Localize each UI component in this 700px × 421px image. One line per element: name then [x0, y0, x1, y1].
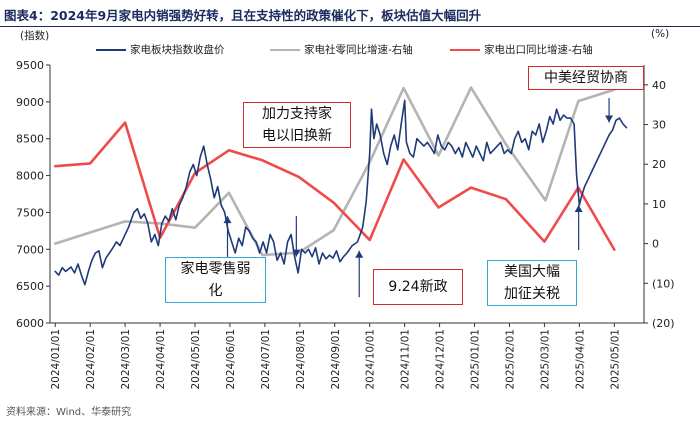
legend-swatch-export [450, 49, 480, 51]
legend-swatch-domestic [270, 49, 300, 51]
legend-swatch-index [96, 49, 126, 51]
annotation-retail-weakening: 家电零售弱 化 [165, 257, 266, 303]
right-axis-unit: (%) [651, 28, 670, 40]
right-tick-label: 30 [652, 119, 666, 132]
series-export-line [53, 121, 616, 251]
x-tick-label: 2024/01/01 [50, 329, 62, 390]
right-tick-label: (10) [652, 277, 675, 290]
left-tick-label: 8000 [16, 170, 44, 183]
left-tick-label: 7500 [16, 206, 44, 219]
left-tick-label: 9500 [16, 59, 44, 72]
annotation-trade-in-subsidy: 加力支持家 电以旧换新 [243, 102, 351, 148]
right-tick-label: 20 [652, 158, 666, 171]
right-tick-label: 10 [652, 198, 666, 211]
x-tick-label: 2024/10/01 [365, 329, 377, 390]
figure-title: 图表4：2024年9月家电内销强势好转，且在支持性的政策催化下，板块估值大幅回升 [4, 8, 482, 23]
left-tick-label: 7000 [16, 243, 44, 256]
arrow-us-tariffs-head [574, 205, 583, 213]
right-tick-label: 40 [652, 79, 666, 92]
x-tick-label: 2024/07/01 [260, 329, 272, 390]
arrow-924-policy-head [355, 250, 364, 258]
series-index-line [54, 99, 628, 286]
annotation-china-us-talks: 中美经贸协商 [528, 66, 644, 90]
x-tick-label: 2025/01/01 [470, 329, 482, 390]
x-tick-label: 2024/06/01 [225, 329, 237, 390]
x-tick-label: 2025/05/01 [609, 329, 621, 390]
legend-label-export: 家电出口同比增速-右轴 [484, 44, 593, 56]
x-tick-label: 2025/03/01 [539, 329, 551, 390]
x-tick-label: 2024/11/01 [400, 329, 412, 390]
annotation-us-tariffs: 美国大幅 加征关税 [487, 260, 577, 306]
source-note: 资料来源：Wind、华泰研究 [6, 407, 132, 418]
legend-label-index: 家电板块指数收盘价 [130, 44, 225, 56]
legend-label-domestic: 家电社零同比增速-右轴 [304, 44, 413, 56]
left-axis-unit: (指数) [20, 30, 50, 42]
left-tick-label: 8500 [16, 133, 44, 146]
x-tick-label: 2025/02/01 [504, 329, 516, 390]
arrow-retail-weakening-head [223, 216, 232, 224]
x-tick-label: 2024/09/01 [330, 329, 342, 390]
left-tick-label: 6000 [16, 317, 44, 330]
arrow-trade-in-subsidy-head [292, 249, 301, 257]
x-tick-label: 2024/12/01 [435, 329, 447, 390]
x-tick-label: 2024/05/01 [190, 329, 202, 390]
series-domestic-retail-line [53, 86, 616, 257]
figure-title-bar: 图表4：2024年9月家电内销强势好转，且在支持性的政策催化下，板块估值大幅回升 [0, 0, 700, 27]
left-tick-label: 6500 [16, 280, 44, 293]
legend-index: 家电板块指数收盘价 [96, 42, 225, 57]
x-tick-label: 2024/08/01 [295, 329, 307, 390]
left-tick-label: 9000 [16, 96, 44, 109]
x-tick-label: 2024/03/01 [120, 329, 132, 390]
legend-export: 家电出口同比增速-右轴 [450, 42, 593, 57]
arrow-china-us-talks-head [605, 115, 614, 123]
x-tick-label: 2025/04/01 [574, 329, 586, 390]
annotation-924-policy: 9.24新政 [373, 269, 463, 305]
right-tick-label: 0 [652, 238, 659, 251]
x-tick-label: 2024/02/01 [85, 329, 97, 390]
legend-domestic: 家电社零同比增速-右轴 [270, 42, 413, 57]
x-tick-label: 2024/04/01 [155, 329, 167, 390]
right-tick-label: (20) [652, 317, 675, 330]
